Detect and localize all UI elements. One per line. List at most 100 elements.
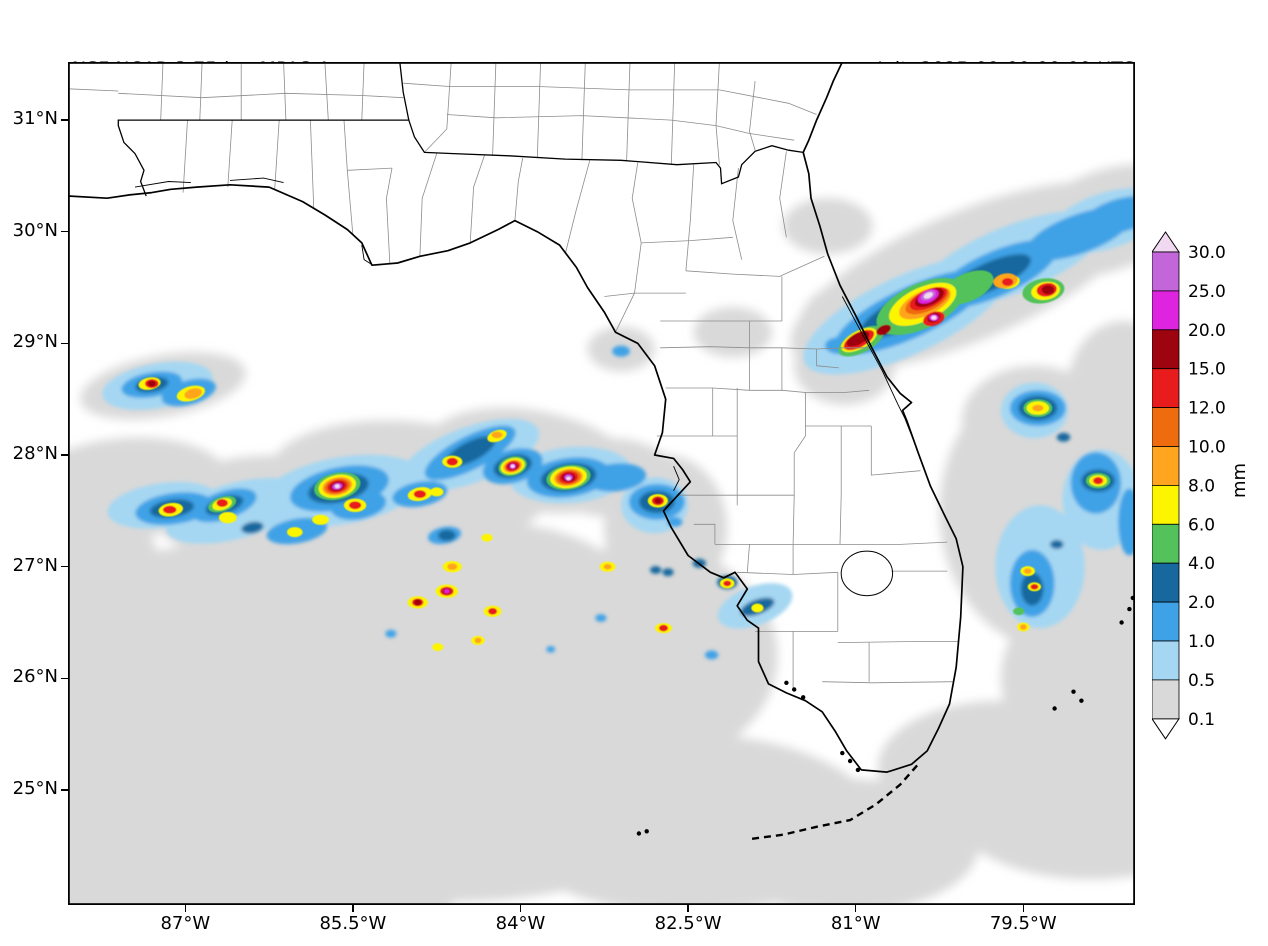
y-axis-tick-mark — [61, 454, 68, 456]
county-line — [446, 114, 795, 141]
colorbar-tick-label: 20.0 — [1188, 321, 1226, 341]
county-line — [805, 389, 870, 393]
precip-field — [68, 164, 1135, 905]
county-line — [492, 62, 497, 156]
colorbar-segment — [1151, 368, 1180, 408]
county-line — [199, 62, 203, 121]
county-line — [564, 160, 591, 255]
county-line — [283, 62, 287, 121]
bay-shoreline — [841, 296, 918, 450]
county-line — [419, 153, 438, 257]
county-line — [749, 80, 756, 151]
map-boundaries — [68, 62, 1135, 841]
county-line — [822, 681, 955, 684]
x-axis-tick-mark — [854, 905, 857, 912]
island — [855, 767, 861, 773]
county-line — [604, 292, 686, 297]
colorbar-segment — [1151, 484, 1180, 525]
county-line — [840, 541, 948, 545]
county-line — [182, 120, 188, 193]
county-line — [310, 120, 315, 210]
colorbar-over-arrow — [1151, 231, 1180, 253]
colorbar-tick-label: 2.0 — [1188, 593, 1215, 613]
y-axis-tick-label: 26°N — [12, 666, 58, 688]
island — [1119, 620, 1124, 625]
map-border — [68, 62, 1135, 905]
colorbar-tick-label: 10.0 — [1188, 438, 1226, 458]
county-line — [581, 62, 586, 161]
colorbar-segment — [1151, 562, 1180, 603]
island — [644, 829, 649, 834]
y-axis-tick-mark — [61, 230, 68, 233]
county-line — [837, 641, 959, 643]
county-line — [781, 389, 806, 454]
island — [784, 680, 789, 685]
florida-keys — [749, 764, 919, 841]
x-axis-tick-mark — [687, 905, 689, 912]
colorbar: 30.0 25.0 20.0 15.0 12.0 10.0 8.0 6.0 4.0 2.0 1.0 0… — [1151, 230, 1252, 749]
colorbar-segment — [1151, 640, 1180, 681]
colorbar-tick-label: 6.0 — [1188, 515, 1215, 535]
y-axis-tick-mark — [61, 342, 68, 345]
island — [1079, 698, 1084, 703]
county-line — [615, 162, 642, 333]
x-axis-tick-mark — [184, 905, 187, 912]
colorbar-segment — [1151, 679, 1180, 720]
y-axis-tick-label: 25°N — [12, 777, 58, 799]
colorbar-tick-label: 0.1 — [1188, 710, 1215, 730]
county-line — [68, 88, 119, 92]
county-line — [385, 168, 393, 264]
county-line — [227, 120, 233, 188]
county-line — [732, 168, 743, 260]
county-line — [685, 164, 695, 271]
bay-shoreline — [229, 177, 284, 184]
colorbar-segment — [1151, 407, 1180, 447]
y-axis-tick-mark — [61, 565, 68, 568]
county-line — [693, 523, 716, 545]
county-line — [403, 82, 817, 115]
island — [636, 831, 642, 836]
island — [792, 687, 797, 692]
colorbar-segment — [1151, 290, 1180, 331]
bay-shoreline — [361, 245, 374, 266]
county-line — [347, 167, 393, 171]
island — [1127, 606, 1132, 612]
x-axis-tick-label: 87°W — [160, 913, 211, 934]
x-axis-tick-label: 85.5°W — [319, 913, 387, 934]
colorbar-tick-label: 30.0 — [1188, 243, 1226, 263]
colorbar-segment — [1151, 329, 1180, 370]
colorbar-under-arrow — [1151, 718, 1180, 740]
state-border — [117, 119, 804, 197]
x-axis-tick-label: 84°W — [495, 913, 546, 934]
colorbar-tick-label: 12.0 — [1188, 399, 1226, 419]
county-line — [274, 120, 280, 190]
county-line — [514, 157, 524, 221]
county-line — [343, 120, 354, 236]
county-line — [469, 154, 486, 243]
county-line — [324, 64, 329, 121]
y-axis-tick-mark — [61, 677, 68, 680]
island — [847, 758, 853, 764]
y-axis-tick-label: 28°N — [12, 443, 58, 465]
y-axis-tick-mark — [61, 789, 68, 791]
x-axis-tick-mark — [1022, 905, 1025, 912]
colorbar-segment — [1151, 601, 1180, 642]
county-line — [715, 62, 720, 165]
lake-okeechobee — [840, 550, 894, 597]
state-border — [399, 62, 410, 121]
county-line — [792, 452, 795, 545]
island — [1052, 706, 1057, 711]
county-line — [816, 349, 839, 369]
county-line — [641, 236, 733, 244]
county-line — [839, 426, 842, 545]
x-axis-tick-label: 79.5°W — [989, 913, 1057, 934]
island — [801, 695, 806, 700]
colorbar-scale: 30.0 25.0 20.0 15.0 12.0 10.0 8.0 6.0 4.0 2.0 1.0 0… — [1151, 231, 1226, 740]
county-line — [424, 62, 452, 153]
county-line — [670, 62, 676, 165]
bay-shoreline — [673, 466, 680, 492]
county-line — [536, 62, 541, 159]
y-axis-tick-mark — [61, 119, 68, 121]
x-axis-tick-label: 82.5°W — [654, 913, 722, 934]
bay-shoreline — [134, 181, 191, 188]
